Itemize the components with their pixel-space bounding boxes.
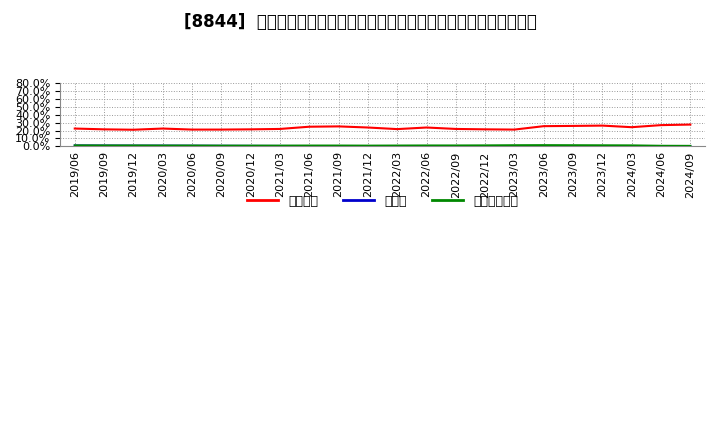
Legend: 自己資本, のれん, 繰延税金資産: 自己資本, のれん, 繰延税金資産 bbox=[242, 190, 523, 213]
Text: [8844]  自己資本、のれん、繰延税金資産の総資産に対する比率の推移: [8844] 自己資本、のれん、繰延税金資産の総資産に対する比率の推移 bbox=[184, 13, 536, 31]
